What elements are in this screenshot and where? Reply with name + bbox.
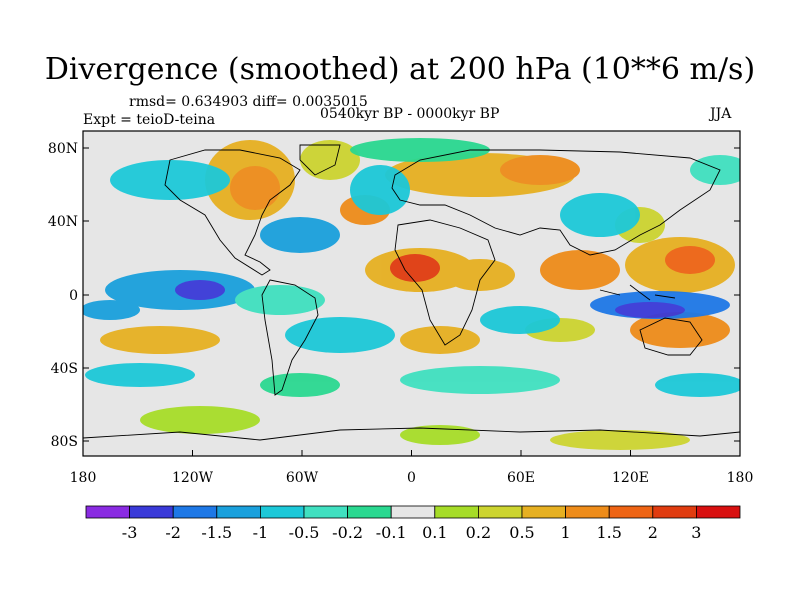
colorbar-label: -1: [253, 523, 269, 542]
colorbar-label: -2: [165, 523, 181, 542]
negative-anomalies: [83, 138, 740, 397]
colorbar: -3 -2 -1.5 -1 -0.5 -0.2 -0.1 0.1 0.2 0.5 1 1.5 2 3: [85, 505, 741, 542]
colorbar-swatch: [129, 505, 174, 519]
lat-tick-label: 80S: [51, 434, 78, 450]
map-title: Divergence (smoothed) at 200 hPa (10**6 …: [44, 52, 756, 87]
colorbar-swatch: [390, 505, 436, 519]
lon-tick-label: 180: [727, 470, 754, 486]
eurasia-outline: [391, 149, 721, 256]
maritime-islands: [599, 284, 676, 301]
season-label: JJA: [710, 106, 732, 122]
lat-tick-label: 40N: [48, 214, 78, 230]
longitude-axis: 180 120W 60W 0 60E 120E 180: [70, 450, 754, 486]
lon-tick-label: 60W: [286, 470, 319, 486]
lat-tick-label: 40S: [51, 361, 78, 377]
period-line: 0540kyr BP - 0000kyr BP: [320, 106, 500, 122]
greenland-outline: [299, 144, 341, 176]
lon-tick-label: 120E: [612, 470, 649, 486]
colorbar-swatch: [259, 505, 305, 519]
map-field: [83, 131, 740, 456]
colorbar-label: 1.5: [596, 523, 621, 542]
south-america-outline: [261, 279, 319, 396]
colorbar-label: -0.5: [289, 523, 320, 542]
colorbar-label: 0.2: [466, 523, 491, 542]
colorbar-label: 2: [648, 523, 658, 542]
stats-line: rmsd= 0.634903 diff= 0.0035015: [129, 94, 368, 110]
colorbar-swatch: [521, 505, 566, 519]
lon-tick-label: 120W: [172, 470, 214, 486]
lon-tick-label: 0: [407, 470, 416, 486]
colorbar-swatch: [696, 505, 741, 519]
colorbar-label: 3: [691, 523, 701, 542]
colorbar-swatch: [85, 505, 130, 519]
colorbar-label: 1: [561, 523, 571, 542]
north-america-outline: [164, 149, 301, 276]
lat-tick-label: 80N: [48, 141, 78, 157]
positive-anomalies: [100, 140, 735, 450]
lon-tick-label: 180: [70, 470, 97, 486]
experiment-line: Expt = teioD-teina: [83, 112, 216, 128]
colorbar-swatch: [303, 505, 348, 519]
colorbar-label: -0.2: [332, 523, 363, 542]
colorbar-swatch: [608, 505, 654, 519]
colorbar-swatch: [565, 505, 610, 519]
africa-outline: [394, 219, 496, 346]
colorbar-swatch: [216, 505, 261, 519]
colorbar-swatch: [652, 505, 697, 519]
latitude-axis: 80N 40N 0 40S 80S: [48, 141, 740, 450]
colorbar-swatch: [434, 505, 479, 519]
antarctica-outline: [83, 427, 740, 441]
colorbar-label: -1.5: [201, 523, 232, 542]
coastlines: [83, 144, 740, 441]
lat-tick-label: 0: [69, 288, 78, 304]
colorbar-label: 0.5: [509, 523, 534, 542]
colorbar-swatch: [172, 505, 218, 519]
colorbar-label: -0.1: [376, 523, 407, 542]
colorbar-label: 0.1: [422, 523, 447, 542]
lon-tick-label: 60E: [507, 470, 535, 486]
colorbar-swatch: [477, 505, 523, 519]
colorbar-label: -3: [122, 523, 138, 542]
colorbar-swatch: [347, 505, 392, 519]
australia-outline: [639, 317, 703, 356]
